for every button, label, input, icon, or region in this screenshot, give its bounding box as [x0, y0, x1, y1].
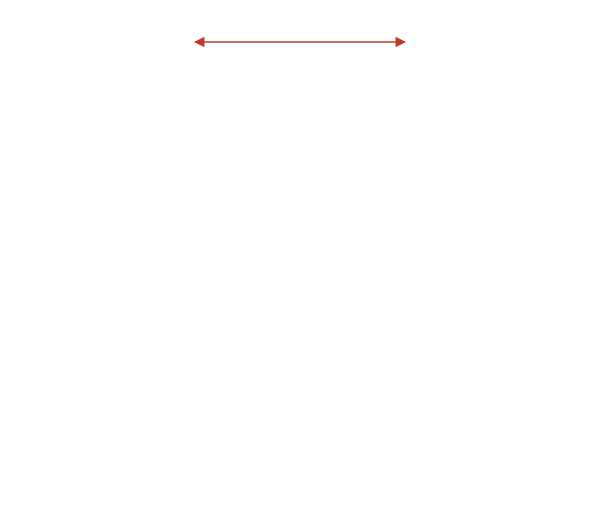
canvas-bg	[0, 0, 600, 515]
